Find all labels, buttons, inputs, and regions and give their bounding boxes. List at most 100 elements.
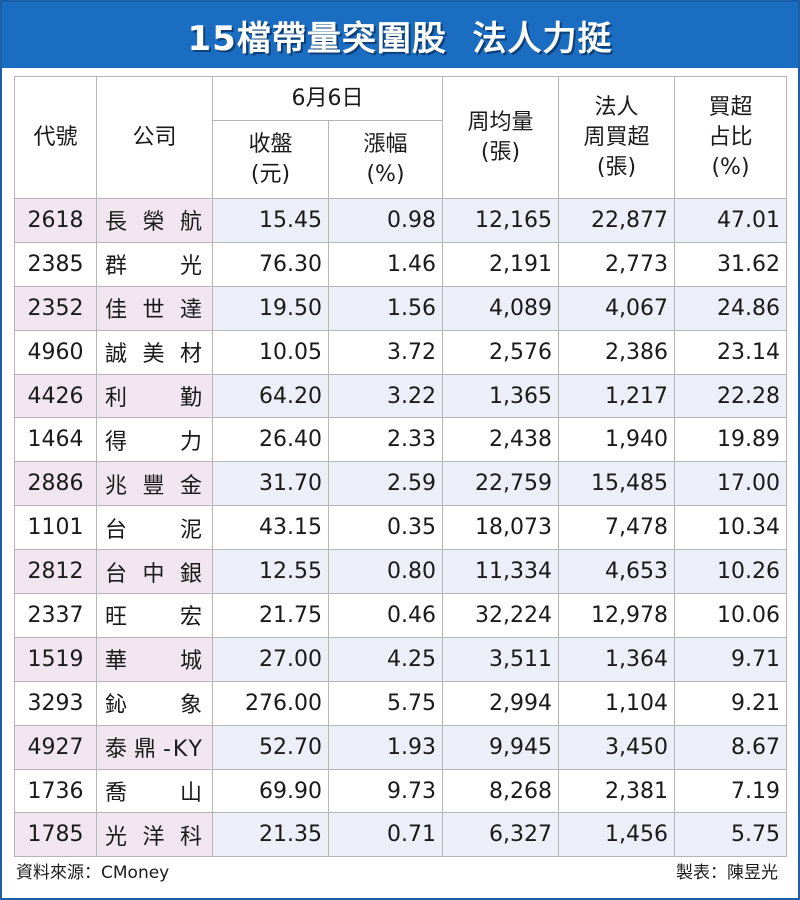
cell-volume: 8,268 [442, 768, 559, 814]
cell-name: 台泥 [96, 505, 213, 551]
cell-code: 1464 [14, 417, 97, 463]
header-company: 公司 [96, 76, 213, 199]
cell-ratio: 10.06 [674, 593, 787, 638]
table-row: 2385 群光 76.30 1.46 2,191 2,773 31.62 [14, 241, 787, 287]
cell-code: 2337 [14, 593, 97, 638]
cell-change: 0.71 [328, 812, 443, 858]
cell-close: 19.50 [212, 285, 329, 331]
cell-ratio: 10.26 [674, 549, 787, 595]
cell-name: 光洋科 [96, 812, 213, 858]
cell-code: 2385 [14, 241, 97, 287]
cell-volume: 12,165 [442, 198, 559, 243]
cell-buy: 1,456 [558, 812, 675, 858]
cell-change: 1.46 [328, 241, 443, 287]
cell-volume: 4,089 [442, 285, 559, 331]
cell-ratio: 7.19 [674, 768, 787, 814]
cell-close: 52.70 [212, 724, 329, 770]
cell-change: 4.25 [328, 636, 443, 682]
table-row: 2812 台中銀 12.55 0.80 11,334 4,653 10.26 [14, 549, 787, 595]
cell-close: 64.20 [212, 373, 329, 419]
cell-change: 2.59 [328, 461, 443, 507]
cell-ratio: 23.14 [674, 329, 787, 375]
cell-name: 台中銀 [96, 549, 213, 595]
header-institutional-buy: 法人 周買超 (張) [558, 76, 675, 199]
cell-name: 群光 [96, 241, 213, 287]
cell-code: 1519 [14, 636, 97, 682]
cell-close: 27.00 [212, 636, 329, 682]
table-body: 2618 長榮航 15.45 0.98 12,165 22,877 47.01 2385 群光 7… [14, 198, 787, 858]
cell-code: 2812 [14, 549, 97, 595]
table-row: 2618 長榮航 15.45 0.98 12,165 22,877 47.01 [14, 198, 787, 243]
cell-close: 10.05 [212, 329, 329, 375]
cell-ratio: 17.00 [674, 461, 787, 507]
header-weekly-volume: 周均量 (張) [442, 76, 559, 199]
cell-name: 喬山 [96, 768, 213, 814]
cell-code: 1101 [14, 505, 97, 551]
table-row: 4927 泰鼎-KY 52.70 1.93 9,945 3,450 8.67 [14, 724, 787, 770]
cell-ratio: 9.71 [674, 636, 787, 682]
source-note: 資料來源：CMoney [16, 863, 170, 883]
cell-volume: 6,327 [442, 812, 559, 858]
cell-name: 鈊象 [96, 680, 213, 726]
cell-name: 兆豐金 [96, 461, 213, 507]
title-bar: 15檔帶量突圍股 法人力挺 [2, 2, 798, 68]
cell-code: 4927 [14, 724, 97, 770]
cell-ratio: 19.89 [674, 417, 787, 463]
table-row: 1101 台泥 43.15 0.35 18,073 7,478 10.34 [14, 505, 787, 551]
cell-volume: 3,511 [442, 636, 559, 682]
cell-change: 0.46 [328, 593, 443, 638]
cell-volume: 11,334 [442, 549, 559, 595]
cell-volume: 2,576 [442, 329, 559, 375]
cell-close: 15.45 [212, 198, 329, 243]
cell-close: 26.40 [212, 417, 329, 463]
cell-code: 4426 [14, 373, 97, 419]
cell-buy: 2,773 [558, 241, 675, 287]
table-row: 1519 華城 27.00 4.25 3,511 1,364 9.71 [14, 636, 787, 682]
cell-name: 旺宏 [96, 593, 213, 638]
cell-code: 1785 [14, 812, 97, 858]
cell-ratio: 47.01 [674, 198, 787, 243]
table-row: 4960 誠美材 10.05 3.72 2,576 2,386 23.14 [14, 329, 787, 375]
cell-close: 21.35 [212, 812, 329, 858]
cell-ratio: 24.86 [674, 285, 787, 331]
cell-volume: 2,994 [442, 680, 559, 726]
cell-ratio: 9.21 [674, 680, 787, 726]
cell-volume: 9,945 [442, 724, 559, 770]
table-row: 3293 鈊象 276.00 5.75 2,994 1,104 9.21 [14, 680, 787, 726]
cell-code: 2886 [14, 461, 97, 507]
table-row: 4426 利勤 64.20 3.22 1,365 1,217 22.28 [14, 373, 787, 419]
table-row: 1736 喬山 69.90 9.73 8,268 2,381 7.19 [14, 768, 787, 814]
cell-close: 12.55 [212, 549, 329, 595]
table-row: 1785 光洋科 21.35 0.71 6,327 1,456 5.75 [14, 812, 787, 858]
cell-volume: 22,759 [442, 461, 559, 507]
cell-buy: 1,217 [558, 373, 675, 419]
cell-code: 3293 [14, 680, 97, 726]
cell-change: 5.75 [328, 680, 443, 726]
cell-code: 4960 [14, 329, 97, 375]
table-row: 2352 佳世達 19.50 1.56 4,089 4,067 24.86 [14, 285, 787, 331]
cell-close: 43.15 [212, 505, 329, 551]
cell-close: 31.70 [212, 461, 329, 507]
cell-change: 0.35 [328, 505, 443, 551]
cell-change: 0.80 [328, 549, 443, 595]
cell-change: 3.22 [328, 373, 443, 419]
cell-name: 泰鼎-KY [96, 724, 213, 770]
cell-volume: 2,438 [442, 417, 559, 463]
table-row: 2886 兆豐金 31.70 2.59 22,759 15,485 17.00 [14, 461, 787, 507]
cell-name: 利勤 [96, 373, 213, 419]
cell-change: 3.72 [328, 329, 443, 375]
cell-name: 佳世達 [96, 285, 213, 331]
cell-volume: 2,191 [442, 241, 559, 287]
cell-volume: 18,073 [442, 505, 559, 551]
cell-change: 0.98 [328, 198, 443, 243]
cell-buy: 2,381 [558, 768, 675, 814]
cell-close: 69.90 [212, 768, 329, 814]
author-note: 製表：陳昱光 [676, 863, 778, 883]
cell-volume: 1,365 [442, 373, 559, 419]
table-row: 1464 得力 26.40 2.33 2,438 1,940 19.89 [14, 417, 787, 463]
cell-change: 9.73 [328, 768, 443, 814]
cell-close: 276.00 [212, 680, 329, 726]
cell-buy: 3,450 [558, 724, 675, 770]
cell-close: 76.30 [212, 241, 329, 287]
